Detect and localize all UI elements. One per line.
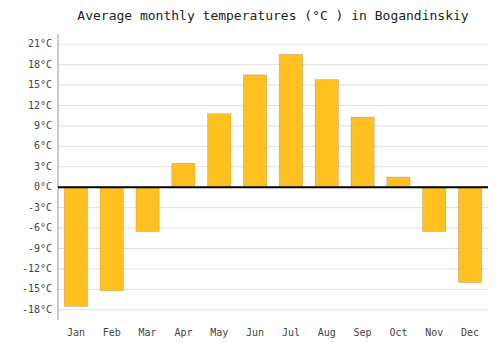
x-tick-label: Jun [246, 327, 264, 338]
grid-line [58, 64, 488, 65]
y-tick-label: -18°C [22, 304, 52, 315]
y-tick-label: 18°C [28, 59, 52, 70]
bar [458, 187, 481, 282]
grid-line [58, 309, 488, 310]
y-tick-label: 15°C [28, 79, 52, 90]
x-tick-label: Apr [174, 327, 192, 338]
y-tick-label: -6°C [28, 222, 52, 233]
x-tick-label: Jan [67, 327, 85, 338]
y-tick-label: 0°C [34, 181, 52, 192]
grid-line [58, 166, 488, 167]
y-tick-label: -15°C [22, 283, 52, 294]
y-tick-label: 21°C [28, 38, 52, 49]
x-tick-label: Sep [354, 327, 372, 338]
title: Average monthly temperatures (°C ) in Bo… [77, 8, 469, 23]
y-tick-label: 6°C [34, 140, 52, 151]
y-tick-label: 12°C [28, 100, 52, 111]
y-tick-label: -3°C [28, 202, 52, 213]
grid-line [58, 187, 488, 188]
y-tick-label: 9°C [34, 120, 52, 131]
bar [351, 117, 374, 187]
x-tick-label: Mar [139, 327, 157, 338]
x-tick-label: Aug [318, 327, 336, 338]
x-tick-label: Oct [389, 327, 407, 338]
y-tick-label: 3°C [34, 161, 52, 172]
bar [279, 54, 302, 187]
grid-line [58, 85, 488, 86]
y-axis [58, 34, 59, 320]
bar [100, 187, 123, 291]
y-tick-label: -12°C [22, 263, 52, 274]
bar [208, 114, 231, 188]
x-tick-label: Feb [103, 327, 121, 338]
baseline [58, 186, 488, 188]
bars [64, 54, 481, 306]
grid-line [58, 125, 488, 126]
x-tick-label: May [210, 327, 228, 338]
grid-line [58, 105, 488, 106]
x-tick-label: Dec [461, 327, 479, 338]
bar [64, 187, 87, 306]
bar [387, 177, 410, 187]
bar [136, 187, 159, 231]
bar [315, 80, 338, 188]
y-tick-label: -9°C [28, 243, 52, 254]
grid-line [58, 44, 488, 45]
x-tick-label: Nov [425, 327, 443, 338]
grid [58, 44, 488, 310]
bar [423, 187, 446, 231]
x-tick-label: Jul [282, 327, 300, 338]
bar [243, 75, 266, 187]
grid-line [58, 146, 488, 147]
bar [172, 163, 195, 187]
chart: Average monthly temperatures (°C ) in Bo… [0, 0, 500, 350]
